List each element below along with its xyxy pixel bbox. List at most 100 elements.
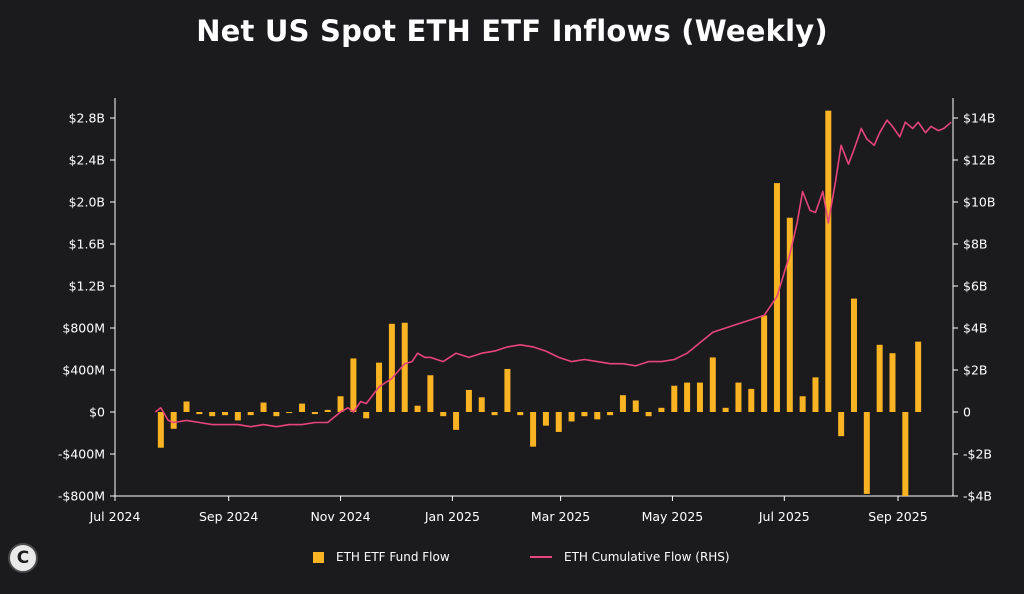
x-tick-label: Sep 2025 bbox=[868, 509, 927, 524]
y-left-tick-label: $0 bbox=[89, 405, 105, 420]
tick-labels: $2.8B $2.4B $2.0B $1.6B $1.2B $800M $400M $0 -$4… bbox=[58, 111, 996, 525]
y-left-tick-label: $1.2B bbox=[69, 279, 105, 294]
flow-bar bbox=[748, 388, 755, 412]
y-right-tick-label: $8B bbox=[963, 237, 987, 252]
flow-bar bbox=[247, 412, 254, 416]
flow-bar bbox=[761, 315, 768, 412]
flow-bar bbox=[401, 322, 408, 412]
flow-bar bbox=[696, 382, 703, 412]
brand-logo-letter: C bbox=[16, 548, 30, 568]
y-right-tick-label: 0 bbox=[963, 405, 971, 420]
flow-bar bbox=[286, 412, 293, 414]
flow-bar bbox=[838, 412, 845, 437]
flow-bar bbox=[581, 412, 588, 417]
y-right-tick-label: $12B bbox=[963, 153, 995, 168]
legend-item-bar: ETH ETF Fund Flow bbox=[313, 550, 450, 564]
flow-bar bbox=[504, 368, 511, 412]
x-tick-label: Jan 2025 bbox=[424, 509, 480, 524]
flow-bar bbox=[453, 412, 460, 430]
flow-bar bbox=[273, 412, 280, 417]
flow-bar bbox=[722, 407, 729, 412]
flow-bar bbox=[863, 412, 870, 494]
flow-bar bbox=[337, 396, 344, 412]
legend-bar-swatch bbox=[313, 551, 324, 563]
flow-bar bbox=[915, 341, 922, 412]
x-tick-label: Jul 2024 bbox=[89, 509, 141, 524]
flow-bar bbox=[645, 412, 652, 417]
flow-bar bbox=[440, 412, 447, 417]
flow-bar bbox=[709, 357, 716, 412]
y-left-tick-label: $400M bbox=[62, 363, 105, 378]
flow-bar bbox=[876, 344, 883, 412]
legend-item-line: ETH Cumulative Flow (RHS) bbox=[530, 550, 730, 564]
x-tick-label: Sep 2024 bbox=[199, 509, 258, 524]
flow-bar bbox=[209, 412, 216, 417]
flow-bar bbox=[299, 403, 306, 412]
flow-bar bbox=[465, 389, 472, 412]
flow-bar bbox=[607, 412, 614, 416]
y-right-tick-label: $14B bbox=[963, 111, 995, 126]
flow-bar bbox=[632, 400, 639, 412]
line-series bbox=[154, 119, 952, 428]
flow-bar bbox=[170, 412, 177, 429]
flow-bar bbox=[902, 412, 909, 496]
y-left-tick-label: $2.4B bbox=[69, 153, 105, 168]
y-right-tick-label: -$2B bbox=[963, 447, 992, 462]
bar-series bbox=[157, 110, 922, 496]
flow-bar bbox=[671, 385, 678, 412]
flow-bar bbox=[388, 323, 395, 412]
legend-line-swatch bbox=[530, 556, 552, 558]
flow-bar bbox=[157, 412, 164, 448]
cumulative-flow-line bbox=[154, 119, 952, 428]
brand-logo: C bbox=[8, 543, 38, 573]
y-right-tick-label: $4B bbox=[963, 321, 987, 336]
y-right-tick-label: $10B bbox=[963, 195, 995, 210]
flow-bar bbox=[350, 358, 357, 412]
y-right-tick-label: -$4B bbox=[963, 489, 992, 504]
y-right-tick-label: $2B bbox=[963, 363, 987, 378]
chart-axes bbox=[110, 98, 958, 501]
flow-bar bbox=[850, 298, 857, 412]
x-tick-label: May 2025 bbox=[642, 509, 704, 524]
flow-bar bbox=[183, 401, 190, 412]
legend-bar-label: ETH ETF Fund Flow bbox=[336, 550, 450, 564]
flow-bar bbox=[825, 110, 832, 413]
flow-bar bbox=[311, 412, 318, 415]
y-left-tick-label: -$400M bbox=[58, 447, 105, 462]
flow-bar bbox=[324, 409, 331, 412]
flow-bar bbox=[414, 405, 421, 412]
flow-bar bbox=[478, 397, 485, 412]
flow-bar bbox=[658, 407, 665, 412]
legend-line-label: ETH Cumulative Flow (RHS) bbox=[564, 550, 730, 564]
y-left-tick-label: $2.0B bbox=[69, 195, 105, 210]
chart-title: Net US Spot ETH ETF Inflows (Weekly) bbox=[196, 14, 828, 48]
y-left-tick-label: $1.6B bbox=[69, 237, 105, 252]
y-left-tick-label: $800M bbox=[62, 321, 105, 336]
flow-bar bbox=[735, 382, 742, 412]
x-tick-label: Nov 2024 bbox=[310, 509, 370, 524]
flow-bar bbox=[889, 353, 896, 412]
flow-bar bbox=[812, 377, 819, 412]
flow-bar bbox=[363, 412, 370, 419]
legend: ETH ETF Fund Flow ETH Cumulative Flow (R… bbox=[0, 544, 1024, 572]
flow-bar bbox=[234, 412, 241, 421]
flow-bar bbox=[260, 402, 267, 412]
flow-bar bbox=[517, 412, 524, 416]
x-tick-label: Mar 2025 bbox=[531, 509, 590, 524]
flow-bar bbox=[542, 412, 549, 426]
flow-bar bbox=[799, 396, 806, 412]
flow-bar bbox=[568, 412, 575, 422]
flow-bar bbox=[427, 375, 434, 412]
flow-bar bbox=[491, 412, 498, 416]
y-right-tick-label: $6B bbox=[963, 279, 987, 294]
flow-bar bbox=[530, 412, 537, 447]
flow-bar bbox=[684, 382, 691, 412]
x-tick-label: Jul 2025 bbox=[758, 509, 810, 524]
flow-bar bbox=[619, 395, 626, 412]
flow-bar bbox=[222, 412, 229, 416]
flow-bar bbox=[594, 412, 601, 420]
y-left-tick-label: $2.8B bbox=[69, 111, 105, 126]
flow-bar bbox=[196, 412, 203, 415]
y-left-tick-label: -$800M bbox=[58, 489, 105, 504]
